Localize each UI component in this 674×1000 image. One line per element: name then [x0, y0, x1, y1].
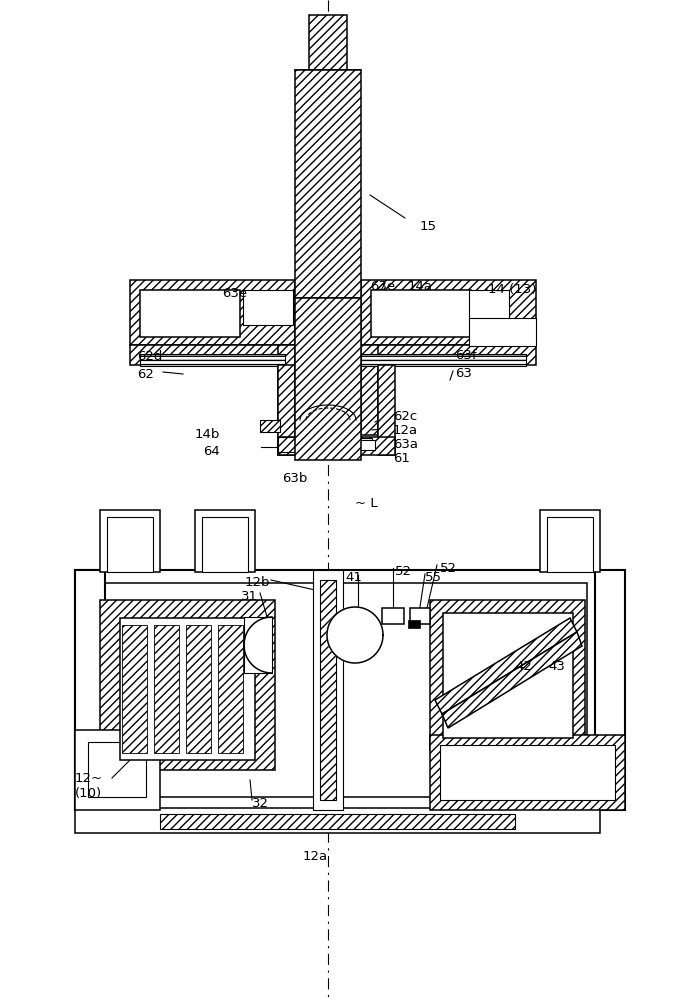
Text: 63a: 63a [393, 438, 418, 451]
Text: (10): (10) [75, 787, 102, 800]
Text: 42: 42 [515, 660, 532, 673]
Text: 55: 55 [425, 571, 442, 584]
Bar [100, 510, 160, 572]
Text: 63e: 63e [222, 287, 247, 300]
Bar [202, 517, 248, 572]
Bar [88, 742, 146, 797]
Bar [244, 617, 272, 673]
Text: 14a: 14a [408, 280, 433, 293]
Bar [154, 625, 179, 753]
Bar [440, 745, 615, 800]
Text: 14 (13): 14 (13) [488, 283, 537, 296]
Bar [547, 517, 593, 572]
Bar [195, 510, 255, 572]
Text: ~ L: ~ L [355, 497, 377, 510]
Bar [243, 290, 293, 325]
Text: 63e: 63e [370, 280, 395, 293]
Bar [313, 570, 343, 810]
Text: 41: 41 [345, 571, 362, 584]
Text: 14b: 14b [195, 428, 220, 441]
Bar [443, 613, 573, 738]
Bar [410, 608, 430, 624]
Bar [361, 345, 536, 365]
Polygon shape [442, 632, 582, 728]
Bar [130, 280, 295, 345]
Bar [295, 298, 361, 460]
Bar [430, 735, 625, 810]
Bar [430, 600, 585, 750]
Text: 15: 15 [420, 220, 437, 233]
Text: 61: 61 [393, 452, 410, 465]
Bar [120, 618, 255, 760]
Polygon shape [435, 618, 577, 714]
Bar [260, 420, 280, 432]
Bar [140, 290, 240, 337]
Bar [371, 290, 471, 337]
Text: 62d: 62d [137, 350, 162, 363]
Text: 12a: 12a [303, 850, 328, 863]
Bar [408, 620, 420, 628]
Text: 52: 52 [395, 565, 412, 578]
Bar [75, 730, 160, 810]
Polygon shape [327, 607, 383, 663]
Text: 12a: 12a [393, 424, 418, 437]
Bar [295, 70, 361, 298]
Bar [361, 280, 536, 345]
Bar [382, 608, 404, 624]
Bar [278, 365, 295, 455]
Bar [100, 600, 275, 770]
Bar [186, 625, 211, 753]
Text: 12~: 12~ [75, 772, 103, 785]
Text: 64: 64 [204, 445, 220, 458]
Text: 63: 63 [455, 367, 472, 380]
Text: 62c: 62c [393, 410, 417, 423]
Bar [469, 318, 536, 346]
Bar [75, 570, 600, 810]
Bar [75, 808, 600, 833]
Text: 62: 62 [137, 368, 154, 381]
Bar [140, 354, 285, 366]
Bar [278, 437, 298, 452]
Bar [361, 345, 378, 435]
Bar [378, 365, 395, 455]
Text: 12b: 12b [245, 576, 270, 589]
Bar [278, 345, 295, 435]
Bar [595, 570, 625, 810]
Bar [278, 437, 395, 455]
Bar [122, 625, 147, 753]
Text: 43: 43 [548, 660, 565, 673]
Bar [107, 517, 153, 572]
Bar [309, 15, 347, 70]
Bar [361, 354, 526, 366]
Bar [469, 290, 509, 320]
Bar [320, 580, 336, 800]
Text: 31: 31 [241, 590, 258, 603]
Text: 32: 32 [252, 797, 269, 810]
Text: 63b: 63b [282, 472, 308, 485]
Bar [75, 570, 105, 810]
Bar [88, 583, 587, 797]
Bar [540, 510, 600, 572]
Bar [218, 625, 243, 753]
Text: 63f: 63f [455, 349, 477, 362]
Text: 52: 52 [440, 562, 457, 575]
Bar [160, 814, 515, 829]
Bar [283, 438, 372, 449]
Bar [130, 345, 295, 365]
Bar [345, 440, 375, 450]
